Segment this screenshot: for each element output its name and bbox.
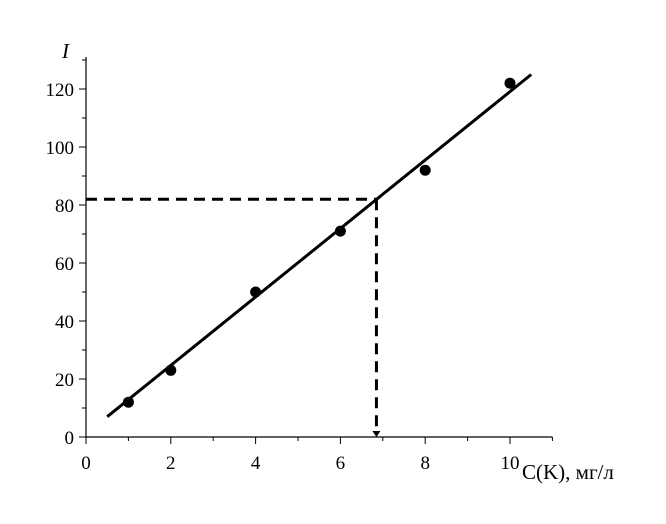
data-point: [504, 77, 516, 89]
y-tick-label: 120: [46, 80, 75, 101]
y-axis-ticks: 0 20 40 60 80 100 120: [46, 59, 86, 449]
x-tick-label: 8: [420, 453, 430, 474]
y-tick-label: 0: [65, 428, 75, 449]
data-point: [122, 396, 134, 408]
fit-line: [106, 73, 533, 418]
axes: [85, 57, 553, 438]
x-axis-label: C(K), мг/л: [522, 460, 614, 484]
y-axis-label: I: [61, 39, 70, 63]
data-point: [165, 364, 177, 376]
y-tick-label: 100: [46, 138, 75, 159]
data-points: [122, 77, 516, 408]
guide-arrowhead: [372, 431, 381, 437]
fit-line-group: [106, 73, 533, 418]
x-tick-label: 0: [81, 453, 91, 474]
x-tick-label: 4: [251, 453, 261, 474]
data-point: [334, 225, 346, 237]
x-tick-label: 2: [166, 453, 176, 474]
y-tick-label: 80: [55, 196, 74, 217]
guide-lines: [86, 197, 381, 437]
x-axis-ticks: 0 2 4 6 8 10: [81, 437, 553, 474]
data-point: [250, 286, 262, 298]
x-tick-label: 6: [336, 453, 346, 474]
y-tick-label: 20: [55, 370, 74, 391]
x-tick-label: 10: [501, 453, 520, 474]
y-tick-label: 40: [55, 312, 74, 333]
data-point: [419, 164, 431, 176]
y-tick-label: 60: [55, 254, 74, 275]
